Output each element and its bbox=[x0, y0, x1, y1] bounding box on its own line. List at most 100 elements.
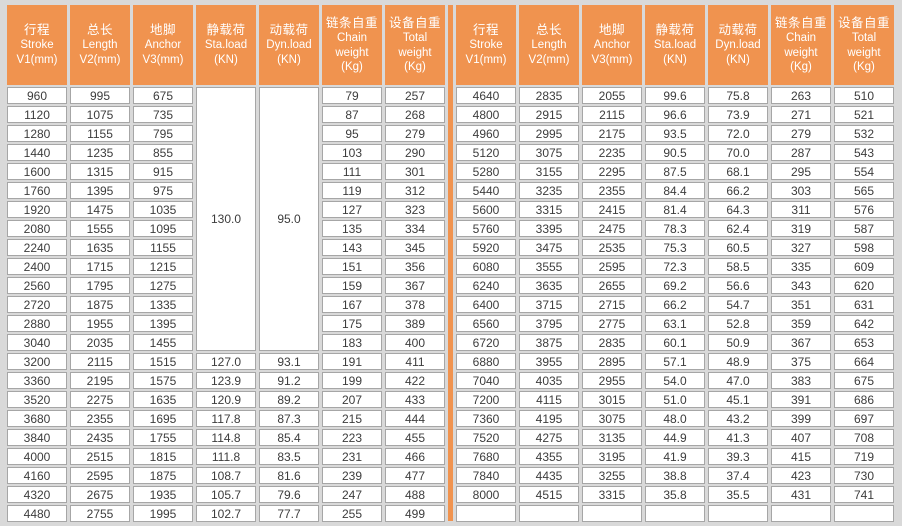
cell-length: 3075 bbox=[519, 144, 579, 161]
cell-stroke bbox=[456, 505, 516, 522]
cell-dyn-load bbox=[708, 505, 768, 522]
cell-anchor bbox=[582, 505, 642, 522]
cell-anchor: 3015 bbox=[582, 391, 642, 408]
table-row: 1440 1235 855 103 290 bbox=[7, 144, 445, 161]
cell-anchor: 1215 bbox=[133, 258, 193, 275]
cell-stroke: 7040 bbox=[456, 372, 516, 389]
cell-length: 1475 bbox=[70, 201, 130, 218]
table-row: 7680 4355 3195 41.9 39.3 415 719 bbox=[456, 448, 894, 465]
cell-stroke: 5440 bbox=[456, 182, 516, 199]
cell-total-weight: 312 bbox=[385, 182, 445, 199]
cell-dyn-load: 89.2 bbox=[259, 391, 319, 408]
column-header-line: (Kg) bbox=[853, 61, 875, 74]
cell-sta-load: 66.2 bbox=[645, 296, 705, 313]
cell-dyn-load: 54.7 bbox=[708, 296, 768, 313]
cell-length: 2275 bbox=[70, 391, 130, 408]
column-header-line: Total bbox=[851, 31, 877, 44]
cell-length: 4435 bbox=[519, 467, 579, 484]
cell-length: 1315 bbox=[70, 163, 130, 180]
column-header-line: Length bbox=[82, 39, 118, 52]
cell-dyn-load: 37.4 bbox=[708, 467, 768, 484]
cell-anchor: 1635 bbox=[133, 391, 193, 408]
column-header-line: Dyn.load bbox=[266, 39, 312, 52]
cell-dyn-load: 77.7 bbox=[259, 505, 319, 522]
column-header-line: Dyn.load bbox=[715, 39, 761, 52]
cell-stroke: 7680 bbox=[456, 448, 516, 465]
table-row: 2400 1715 1215 151 356 bbox=[7, 258, 445, 275]
cell-chain-weight: 367 bbox=[771, 334, 831, 351]
column-header-line: V3(mm) bbox=[142, 54, 184, 66]
cell-total-weight: 257 bbox=[385, 87, 445, 104]
cell-stroke: 1280 bbox=[7, 125, 67, 142]
cell-total-weight: 598 bbox=[834, 239, 894, 256]
cell-length bbox=[519, 505, 579, 522]
table-row: 7040 4035 2955 54.0 47.0 383 675 bbox=[456, 372, 894, 389]
column-header-total-weight: 设备自重 Total weight (Kg) bbox=[385, 5, 445, 85]
cell-anchor: 1755 bbox=[133, 429, 193, 446]
cell-total-weight: 587 bbox=[834, 220, 894, 237]
cell-total-weight: 455 bbox=[385, 429, 445, 446]
table-row: 7200 4115 3015 51.0 45.1 391 686 bbox=[456, 391, 894, 408]
cell-chain-weight: 247 bbox=[322, 486, 382, 503]
table-row: 3360 2195 1575 123.9 91.2 199 422 bbox=[7, 372, 445, 389]
cell-chain-weight: 215 bbox=[322, 410, 382, 427]
cell-anchor: 2475 bbox=[582, 220, 642, 237]
cell-anchor: 3315 bbox=[582, 486, 642, 503]
cell-dyn-load: 66.2 bbox=[708, 182, 768, 199]
column-header-line: Stroke bbox=[469, 39, 503, 52]
cell-dyn-load: 52.8 bbox=[708, 315, 768, 332]
cell-sta-load: 114.8 bbox=[196, 429, 256, 446]
cell-sta-load: 69.2 bbox=[645, 277, 705, 294]
cell-total-weight: 488 bbox=[385, 486, 445, 503]
column-header-line: V2(mm) bbox=[79, 54, 121, 66]
cell-dyn-load: 83.5 bbox=[259, 448, 319, 465]
cell-length: 2195 bbox=[70, 372, 130, 389]
cell-sta-load: 57.1 bbox=[645, 353, 705, 370]
cell-dyn-load: 60.5 bbox=[708, 239, 768, 256]
table-row: 4800 2915 2115 96.6 73.9 271 521 bbox=[456, 106, 894, 123]
cell-length: 2595 bbox=[70, 467, 130, 484]
cell-stroke: 3520 bbox=[7, 391, 67, 408]
cell-dyn-load: 72.0 bbox=[708, 125, 768, 142]
cell-sta-load: 87.5 bbox=[645, 163, 705, 180]
cell-sta-load: 117.8 bbox=[196, 410, 256, 427]
cell-chain-weight bbox=[771, 505, 831, 522]
cell-length: 4115 bbox=[519, 391, 579, 408]
cell-total-weight: 389 bbox=[385, 315, 445, 332]
cell-sta-load: 75.3 bbox=[645, 239, 705, 256]
cell-total-weight: 290 bbox=[385, 144, 445, 161]
cell-chain-weight: 423 bbox=[771, 467, 831, 484]
column-header-length: 总长 Length V2(mm) bbox=[519, 5, 579, 85]
column-header-line: (Kg) bbox=[404, 61, 426, 74]
cell-length: 3955 bbox=[519, 353, 579, 370]
cell-anchor: 2175 bbox=[582, 125, 642, 142]
column-header-line: 静载荷 bbox=[206, 23, 246, 38]
cell-total-weight: 477 bbox=[385, 467, 445, 484]
table-row: 2560 1795 1275 159 367 bbox=[7, 277, 445, 294]
cell-length: 2835 bbox=[519, 87, 579, 104]
table-row: 4000 2515 1815 111.8 83.5 231 466 bbox=[7, 448, 445, 465]
cell-stroke: 5280 bbox=[456, 163, 516, 180]
cell-stroke: 6720 bbox=[456, 334, 516, 351]
cell-dyn-load: 62.4 bbox=[708, 220, 768, 237]
cell-anchor: 2655 bbox=[582, 277, 642, 294]
cell-stroke: 7520 bbox=[456, 429, 516, 446]
cell-dyn-load: 81.6 bbox=[259, 467, 319, 484]
cell-length: 4355 bbox=[519, 448, 579, 465]
cell-sta-load: 63.1 bbox=[645, 315, 705, 332]
cell-anchor: 1275 bbox=[133, 277, 193, 294]
cell-sta-load: 102.7 bbox=[196, 505, 256, 522]
cell-sta-load: 41.9 bbox=[645, 448, 705, 465]
cell-anchor: 2355 bbox=[582, 182, 642, 199]
column-header-line: weight bbox=[335, 46, 369, 59]
cell-total-weight: 334 bbox=[385, 220, 445, 237]
cell-total-weight: 642 bbox=[834, 315, 894, 332]
column-header-line: V1(mm) bbox=[465, 54, 507, 66]
cell-total-weight bbox=[834, 505, 894, 522]
cell-anchor: 2115 bbox=[582, 106, 642, 123]
cell-chain-weight: 231 bbox=[322, 448, 382, 465]
table-row: 5760 3395 2475 78.3 62.4 319 587 bbox=[456, 220, 894, 237]
table-row: 3680 2355 1695 117.8 87.3 215 444 bbox=[7, 410, 445, 427]
cell-total-weight: 664 bbox=[834, 353, 894, 370]
